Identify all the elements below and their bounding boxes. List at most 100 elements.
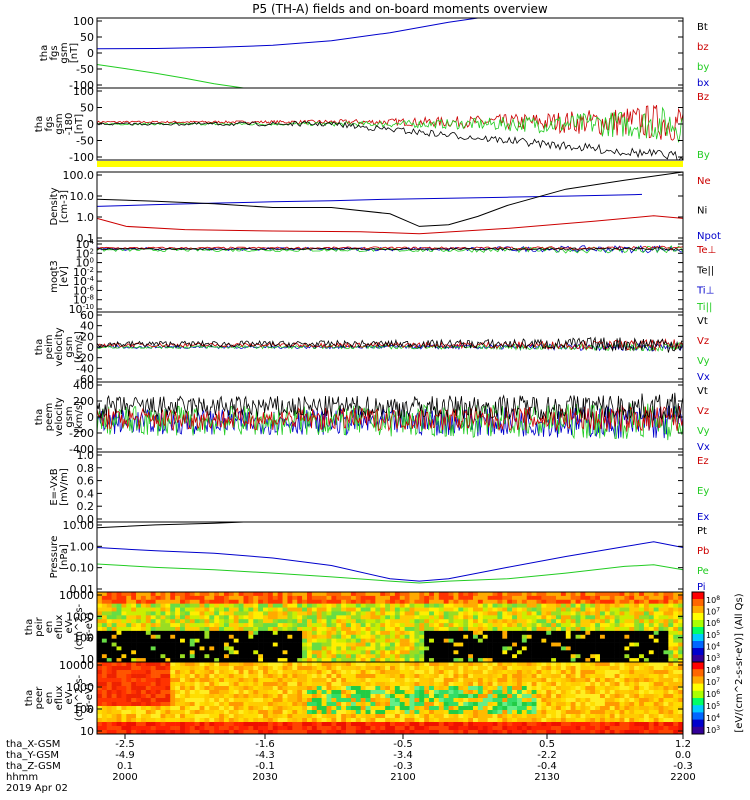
heatmap-cell — [150, 654, 156, 659]
heatmap-cell — [409, 619, 415, 624]
heatmap-cell — [248, 718, 254, 723]
heatmap-cell — [306, 638, 313, 643]
heatmap-cell — [595, 710, 601, 715]
heatmap-cell — [360, 607, 366, 612]
heatmap-cell — [165, 682, 171, 687]
heatmap-cell — [648, 662, 654, 667]
heatmap-cell — [668, 710, 674, 715]
heatmap-cell — [458, 658, 464, 663]
heatmap-cell — [150, 642, 156, 647]
heatmap-cell — [219, 662, 225, 667]
heatmap-cell — [468, 599, 474, 604]
heatmap-cell — [170, 690, 176, 695]
heatmap-cell — [306, 682, 313, 687]
heatmap-cell — [189, 619, 195, 624]
heatmap-cell — [355, 698, 361, 703]
heatmap-cell — [585, 730, 591, 735]
heatmap-cell — [370, 686, 376, 691]
heatmap-cell — [287, 634, 293, 639]
heatmap-cell — [531, 698, 537, 703]
heatmap-cell — [287, 650, 293, 655]
heatmap-cell — [468, 592, 474, 597]
heatmap-cell — [199, 595, 205, 601]
x-tick-label: -3.4 — [393, 750, 413, 761]
heatmap-cell — [316, 619, 322, 624]
heatmap-cell — [409, 607, 415, 612]
heatmap-cell — [175, 658, 181, 663]
heatmap-cell — [243, 690, 249, 695]
heatmap-cell — [145, 595, 152, 601]
heatmap-cell — [346, 682, 352, 687]
heatmap-cell — [619, 706, 625, 711]
heatmap-cell — [599, 694, 606, 699]
heatmap-cell — [150, 670, 156, 675]
heatmap-cell — [448, 607, 454, 612]
heatmap-cell — [238, 702, 244, 707]
heatmap-cell — [497, 638, 503, 643]
heatmap-cell — [463, 654, 469, 659]
heatmap-cell — [228, 678, 235, 683]
heatmap-cell — [482, 730, 488, 735]
heatmap-cell — [341, 682, 347, 687]
heatmap-cell — [604, 654, 611, 659]
panels: 100500-50-100thafgsgsm[nT]Btbzbybx100500… — [24, 15, 745, 738]
heatmap-cell — [678, 595, 684, 601]
heatmap-cell — [629, 674, 635, 679]
heatmap-cell — [394, 599, 401, 604]
heatmap-cell — [316, 710, 322, 715]
heatmap-cell — [204, 603, 210, 608]
heatmap-cell — [595, 623, 601, 628]
heatmap-cell — [194, 730, 200, 735]
heatmap-cell — [531, 722, 537, 727]
heatmap-cell — [429, 666, 435, 671]
heatmap-cell — [228, 674, 235, 679]
heatmap-cell — [599, 658, 606, 663]
heatmap-cell — [170, 619, 176, 624]
heatmap-cell — [590, 690, 596, 695]
heatmap-cell — [629, 662, 635, 667]
heatmap-cell — [336, 718, 342, 723]
heatmap-cell — [282, 682, 288, 687]
heatmap-cell — [360, 710, 366, 715]
panel-peir: 10000100010010thapeirenefluxeV(cm^2-s-sr… — [24, 589, 720, 666]
heatmap-cell — [556, 686, 562, 691]
heatmap-cell — [204, 619, 210, 624]
heatmap-cell — [521, 615, 528, 620]
heatmap-cell — [487, 607, 493, 612]
heatmap-cell — [341, 666, 347, 671]
heatmap-cell — [531, 638, 537, 643]
heatmap-cell — [492, 730, 498, 735]
heatmap-cell — [629, 619, 635, 624]
heatmap-cell — [512, 710, 518, 715]
heatmap-cell — [360, 722, 366, 727]
heatmap-cell — [360, 658, 366, 663]
heatmap-cell — [360, 603, 366, 608]
heatmap-cell — [341, 662, 347, 667]
heatmap-cell — [341, 615, 347, 620]
heatmap-cell — [565, 678, 571, 683]
heatmap-cell — [658, 646, 664, 651]
heatmap-cell — [453, 674, 459, 679]
heatmap-cell — [468, 627, 474, 632]
heatmap-cell — [497, 702, 503, 707]
heatmap-cell — [97, 619, 103, 624]
heatmap-cell — [355, 726, 361, 731]
heatmap-cell — [580, 654, 586, 659]
heatmap-cell — [223, 592, 230, 597]
heatmap-cell — [448, 730, 454, 735]
heatmap-cell — [419, 686, 425, 691]
heatmap-cell — [551, 607, 557, 612]
heatmap-cell — [277, 718, 283, 723]
heatmap-cell — [599, 638, 606, 643]
heatmap-cell — [189, 627, 195, 632]
y-tick-label: 100 — [73, 632, 94, 645]
y-tick-label: -20 — [76, 352, 94, 365]
heatmap-cell — [497, 642, 503, 647]
heatmap-cell — [238, 611, 244, 616]
heatmap-cell — [634, 718, 640, 723]
heatmap-cell — [165, 722, 171, 727]
heatmap-cell — [219, 615, 225, 620]
y-tick-label: 50 — [80, 31, 94, 44]
legend-label: Ez — [697, 456, 709, 467]
